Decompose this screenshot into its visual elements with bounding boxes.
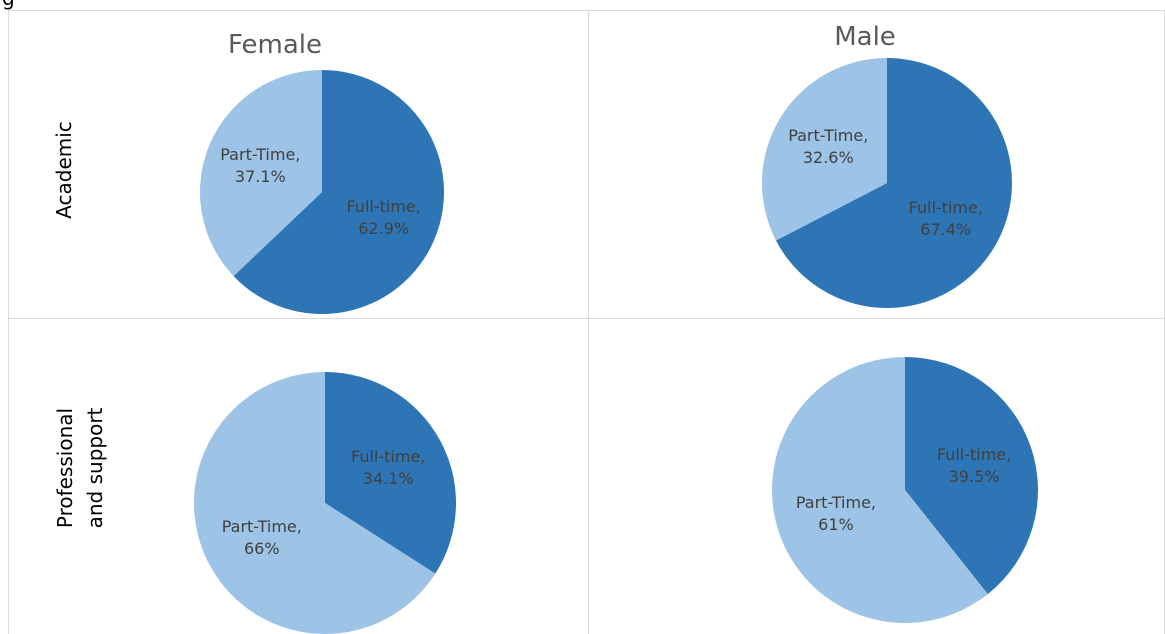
data-label: Part-Time, 61% xyxy=(795,493,876,535)
chart-title: Male xyxy=(834,22,896,52)
pie-slice xyxy=(772,357,988,623)
pie-slice xyxy=(762,58,887,241)
pie-slice xyxy=(233,70,444,314)
data-label: Part-Time, 32.6% xyxy=(788,126,869,168)
data-label: Full-time, 62.9% xyxy=(346,197,421,239)
pie-slice xyxy=(325,372,457,574)
chart-title: Female xyxy=(227,30,323,60)
data-label: Full-time, 67.4% xyxy=(908,197,983,239)
pie-slice xyxy=(194,372,436,634)
data-label: Full-time, 34.1% xyxy=(351,447,426,489)
pie-slice xyxy=(775,58,1013,308)
pie-slice xyxy=(905,357,1038,595)
data-label: Full-time, 39.5% xyxy=(936,444,1012,486)
pie-slice xyxy=(199,70,322,277)
data-label: Part-Time, 66% xyxy=(221,516,302,558)
data-label: Part-Time, 37.1% xyxy=(220,144,301,186)
caption-fragment: g xyxy=(2,0,15,10)
